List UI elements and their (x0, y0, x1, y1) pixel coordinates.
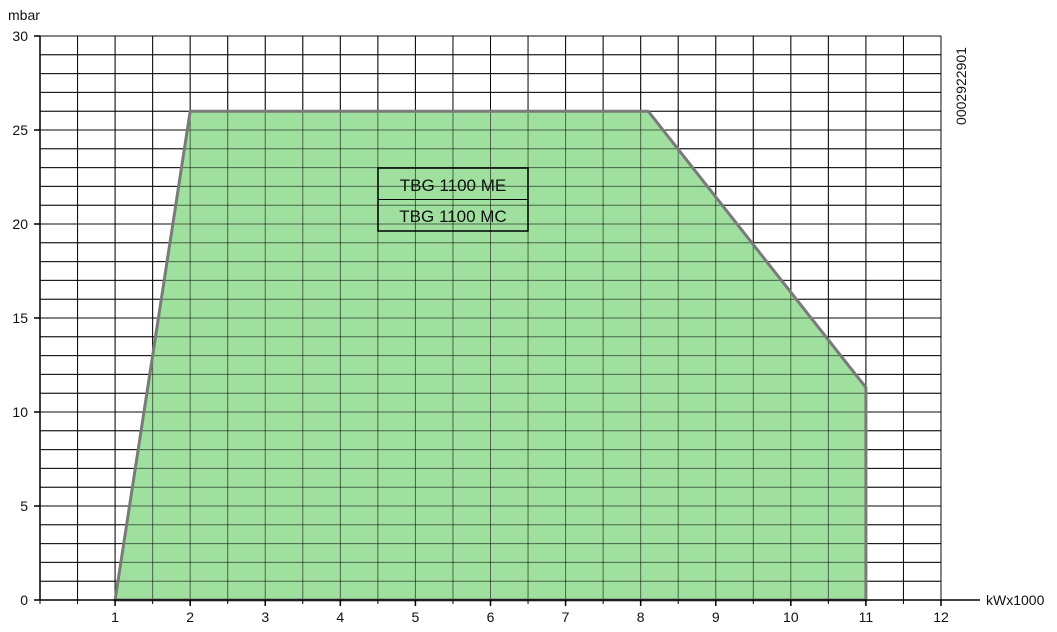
y-tick-label: 20 (12, 216, 28, 232)
x-tick-label: 7 (562, 609, 570, 625)
x-tick-label: 9 (712, 609, 720, 625)
x-tick-label: 10 (783, 609, 799, 625)
y-axis-title: mbar (8, 7, 40, 23)
y-tick-label: 15 (12, 310, 28, 326)
x-tick-label: 8 (637, 609, 645, 625)
x-tick-label: 1 (111, 609, 119, 625)
x-axis-ticks: 1 2 3 4 5 6 7 8 9 10 11 12 (39, 600, 949, 625)
x-tick-label: 12 (933, 609, 949, 625)
y-tick-label: 30 (12, 28, 28, 44)
x-tick-label: 2 (186, 609, 194, 625)
drawing-code: 0002922901 (953, 47, 969, 125)
legend-box: TBG 1100 ME TBG 1100 MC (377, 167, 529, 232)
y-axis-ticks: 0 5 10 15 20 25 30 (12, 28, 40, 608)
legend-entry-me: TBG 1100 ME (400, 176, 506, 195)
legend-entry-mc: TBG 1100 MC (399, 207, 506, 226)
y-tick-label: 25 (12, 122, 28, 138)
x-tick-label: 3 (261, 609, 269, 625)
y-tick-label: 5 (20, 498, 28, 514)
y-tick-label: 0 (20, 592, 28, 608)
x-tick-label: 11 (859, 609, 874, 625)
x-tick-label: 5 (412, 609, 420, 625)
x-tick-label: 6 (487, 609, 495, 625)
x-axis-title: kWx1000 (986, 592, 1045, 608)
y-tick-label: 10 (12, 404, 28, 420)
x-tick-label: 4 (336, 609, 344, 625)
